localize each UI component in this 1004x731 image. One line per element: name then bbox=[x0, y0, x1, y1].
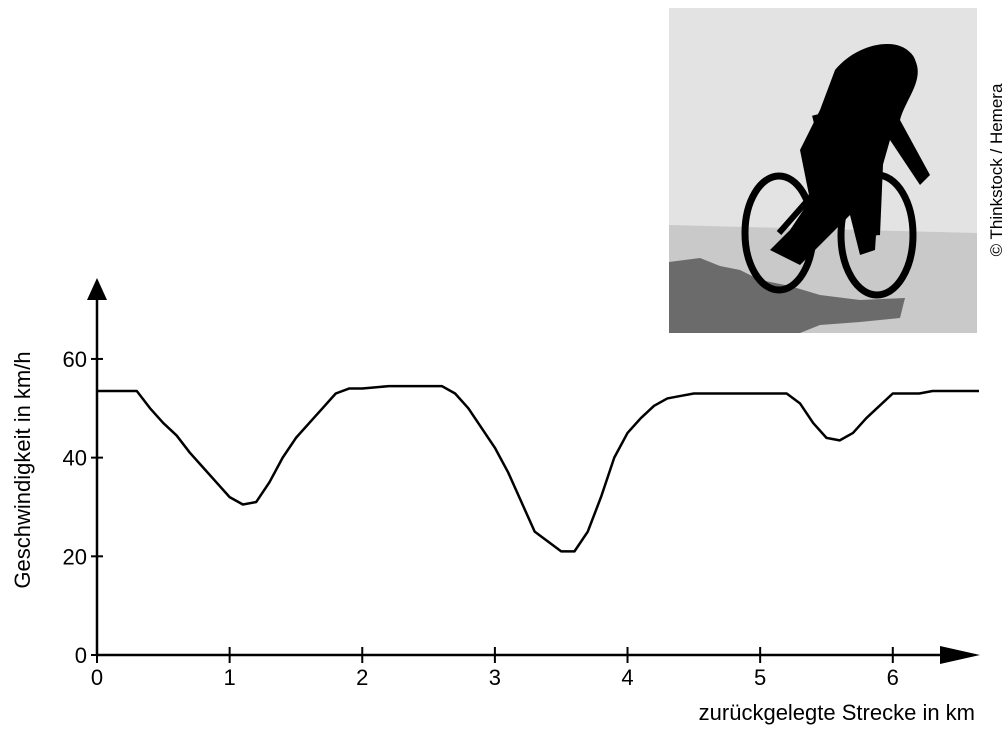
speed-line bbox=[97, 386, 979, 551]
y-tick-label: 0 bbox=[75, 643, 87, 668]
x-tick-label: 5 bbox=[754, 665, 766, 690]
x-tick-label: 2 bbox=[356, 665, 368, 690]
photo bbox=[669, 8, 977, 333]
x-axis-label: zurückgelegte Strecke in km bbox=[699, 700, 975, 725]
x-axis-arrow bbox=[940, 646, 980, 664]
rider-head bbox=[884, 49, 916, 81]
y-tick-label: 20 bbox=[63, 544, 87, 569]
y-axis-label: Geschwindigkeit in km/h bbox=[10, 351, 35, 588]
y-tick-label: 40 bbox=[63, 446, 87, 471]
x-tick-label: 4 bbox=[621, 665, 633, 690]
page: © Thinkstock / Hemera Geschwindigkeit in… bbox=[0, 0, 1004, 731]
x-tick-label: 6 bbox=[887, 665, 899, 690]
chart: © Thinkstock / Hemera Geschwindigkeit in… bbox=[0, 0, 1004, 726]
credit: © Thinkstock / Hemera bbox=[987, 83, 1004, 256]
y-axis-arrow bbox=[87, 278, 107, 300]
x-tick-label: 0 bbox=[91, 665, 103, 690]
y-tick-label: 60 bbox=[63, 347, 87, 372]
x-tick-label: 3 bbox=[489, 665, 501, 690]
x-tick-label: 1 bbox=[224, 665, 236, 690]
